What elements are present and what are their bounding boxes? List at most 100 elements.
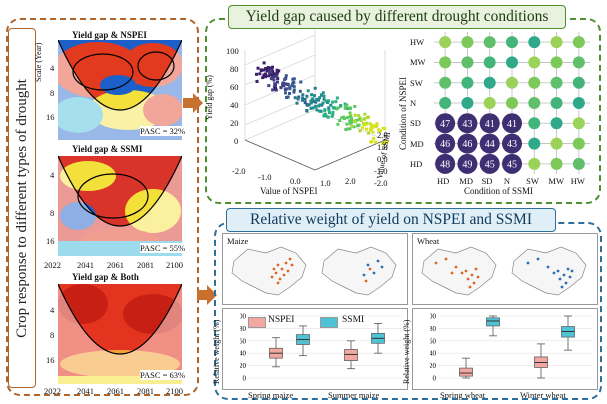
scatter-point (309, 99, 313, 103)
wavelet-xtick-2081-2: 2081 (137, 260, 154, 270)
matrix-cell (550, 117, 563, 130)
scatter-point (375, 122, 379, 126)
wavelet-ytick-4-1: 4 (50, 63, 55, 73)
scatter-point (313, 105, 317, 109)
maize-map-label: Maize (227, 236, 249, 246)
scatter-point (374, 140, 378, 144)
scatter-point (271, 88, 275, 92)
scatter-point (274, 86, 277, 90)
scatter-point (312, 100, 316, 103)
scatter-point (267, 74, 271, 78)
scatter-point (288, 87, 292, 91)
wavelet-ylabel-1: Scale (Year) (34, 42, 43, 82)
scatter-point (329, 103, 333, 107)
scatter-point (292, 85, 296, 89)
matrix-cell (572, 157, 585, 170)
scatter-point (292, 88, 296, 92)
scatter3d-ztick-0: 2.0 (377, 130, 388, 140)
scatter-point (307, 103, 311, 107)
scatter3d-ytick-5: 100 (226, 46, 239, 56)
wheat-map-ssmi (511, 246, 587, 296)
scatter-point (373, 124, 377, 128)
scatter-point (262, 61, 266, 65)
scatter-point (328, 111, 331, 115)
matrix-cell (479, 153, 500, 174)
scatter-point (353, 113, 357, 117)
legend-nspei-label: NSPEI (268, 315, 295, 325)
wheat-ytick: 0 (433, 375, 437, 383)
scatter-point (282, 84, 286, 88)
matrix-col-label: HW (570, 176, 585, 186)
matrix-cell (483, 76, 496, 89)
scatter-point (309, 106, 313, 110)
matrix-cell (461, 76, 474, 89)
matrix-cell (439, 76, 452, 89)
bottom-section-title: Relative weight of yield on NSPEI and SS… (226, 208, 556, 232)
matrix-cell (457, 113, 478, 134)
scatter-point (349, 118, 353, 122)
arrow-to-top-icon (183, 93, 203, 113)
scatter-point (367, 131, 370, 135)
scatter-point (357, 114, 361, 118)
left-side-title: Crop response to different types of drou… (8, 28, 36, 388)
scatter-point (273, 82, 277, 86)
wheat-boxplot-ylabel: Relative weight (%) (402, 319, 411, 384)
scatter-point (286, 95, 290, 99)
scatter-point (301, 93, 305, 97)
matrix-cell-value: 41 (507, 119, 517, 130)
scatter-point (350, 116, 354, 120)
scatter-point (364, 122, 368, 126)
box-nspei (459, 367, 473, 377)
wheat-cat-0: Spring wheat (440, 390, 486, 400)
wavelet-xtick-2041-3: 2041 (77, 386, 94, 396)
scatter3d-ztick-4: -2.0 (374, 178, 388, 188)
matrix-cell-value: 45 (485, 159, 495, 170)
matrix-cell (439, 97, 452, 109)
maize-map-ssmi (321, 246, 397, 296)
matrix-cell (435, 113, 456, 134)
scatter-point (314, 100, 318, 104)
legend-ssmi-label: SSMI (342, 315, 365, 325)
scatter-point (348, 127, 352, 131)
scatter-point (290, 84, 294, 87)
scatter-point (381, 126, 385, 130)
matrix-cell-value: 43 (507, 139, 517, 150)
matrix-cell (435, 133, 456, 154)
scatter-point (259, 69, 263, 73)
wheat-ytick: 40 (430, 350, 437, 358)
scatter-point (256, 66, 260, 70)
scatter-point (339, 104, 343, 108)
wavelet-ytick-16-3: 16 (46, 355, 55, 365)
wheat-boxplot: 0 20 40 60 80 100 (430, 313, 592, 383)
matrix-cell (550, 97, 563, 109)
scatter-point (265, 69, 269, 73)
matrix-cell-value: 48 (440, 159, 450, 170)
scatter-point (276, 80, 279, 84)
scatter-point (331, 110, 335, 114)
scatter-point (320, 93, 323, 97)
scatter-point (371, 130, 375, 134)
scatter-point (288, 92, 291, 95)
matrix-cell (528, 97, 541, 109)
wheat-map-label: Wheat (417, 236, 440, 246)
scatter-point (305, 109, 309, 112)
wheat-cat-1: Winter wheat (520, 390, 566, 400)
matrix-cell (457, 153, 478, 174)
scatter-point (264, 75, 268, 79)
scatter-point (275, 68, 279, 72)
box-ssmi (486, 317, 500, 327)
scatter3d-xtick-1: -1.0 (258, 172, 272, 182)
matrix-row-label: MW (410, 57, 426, 68)
scatter-point (383, 127, 387, 130)
scatter-point (363, 112, 367, 116)
wavelet-pasc-2: PASC = 55% (140, 243, 186, 253)
scatter-point (330, 114, 334, 118)
wheat-boxplot-frame (412, 308, 598, 390)
matrix-col-label: MD (459, 176, 473, 186)
scatter-point (311, 106, 315, 110)
box-nspei (344, 349, 358, 361)
scatter-point (262, 68, 266, 72)
scatter-point (346, 116, 349, 119)
wheat-ytick: 80 (430, 325, 437, 333)
maize-cat-0: Spring maize (248, 390, 294, 400)
